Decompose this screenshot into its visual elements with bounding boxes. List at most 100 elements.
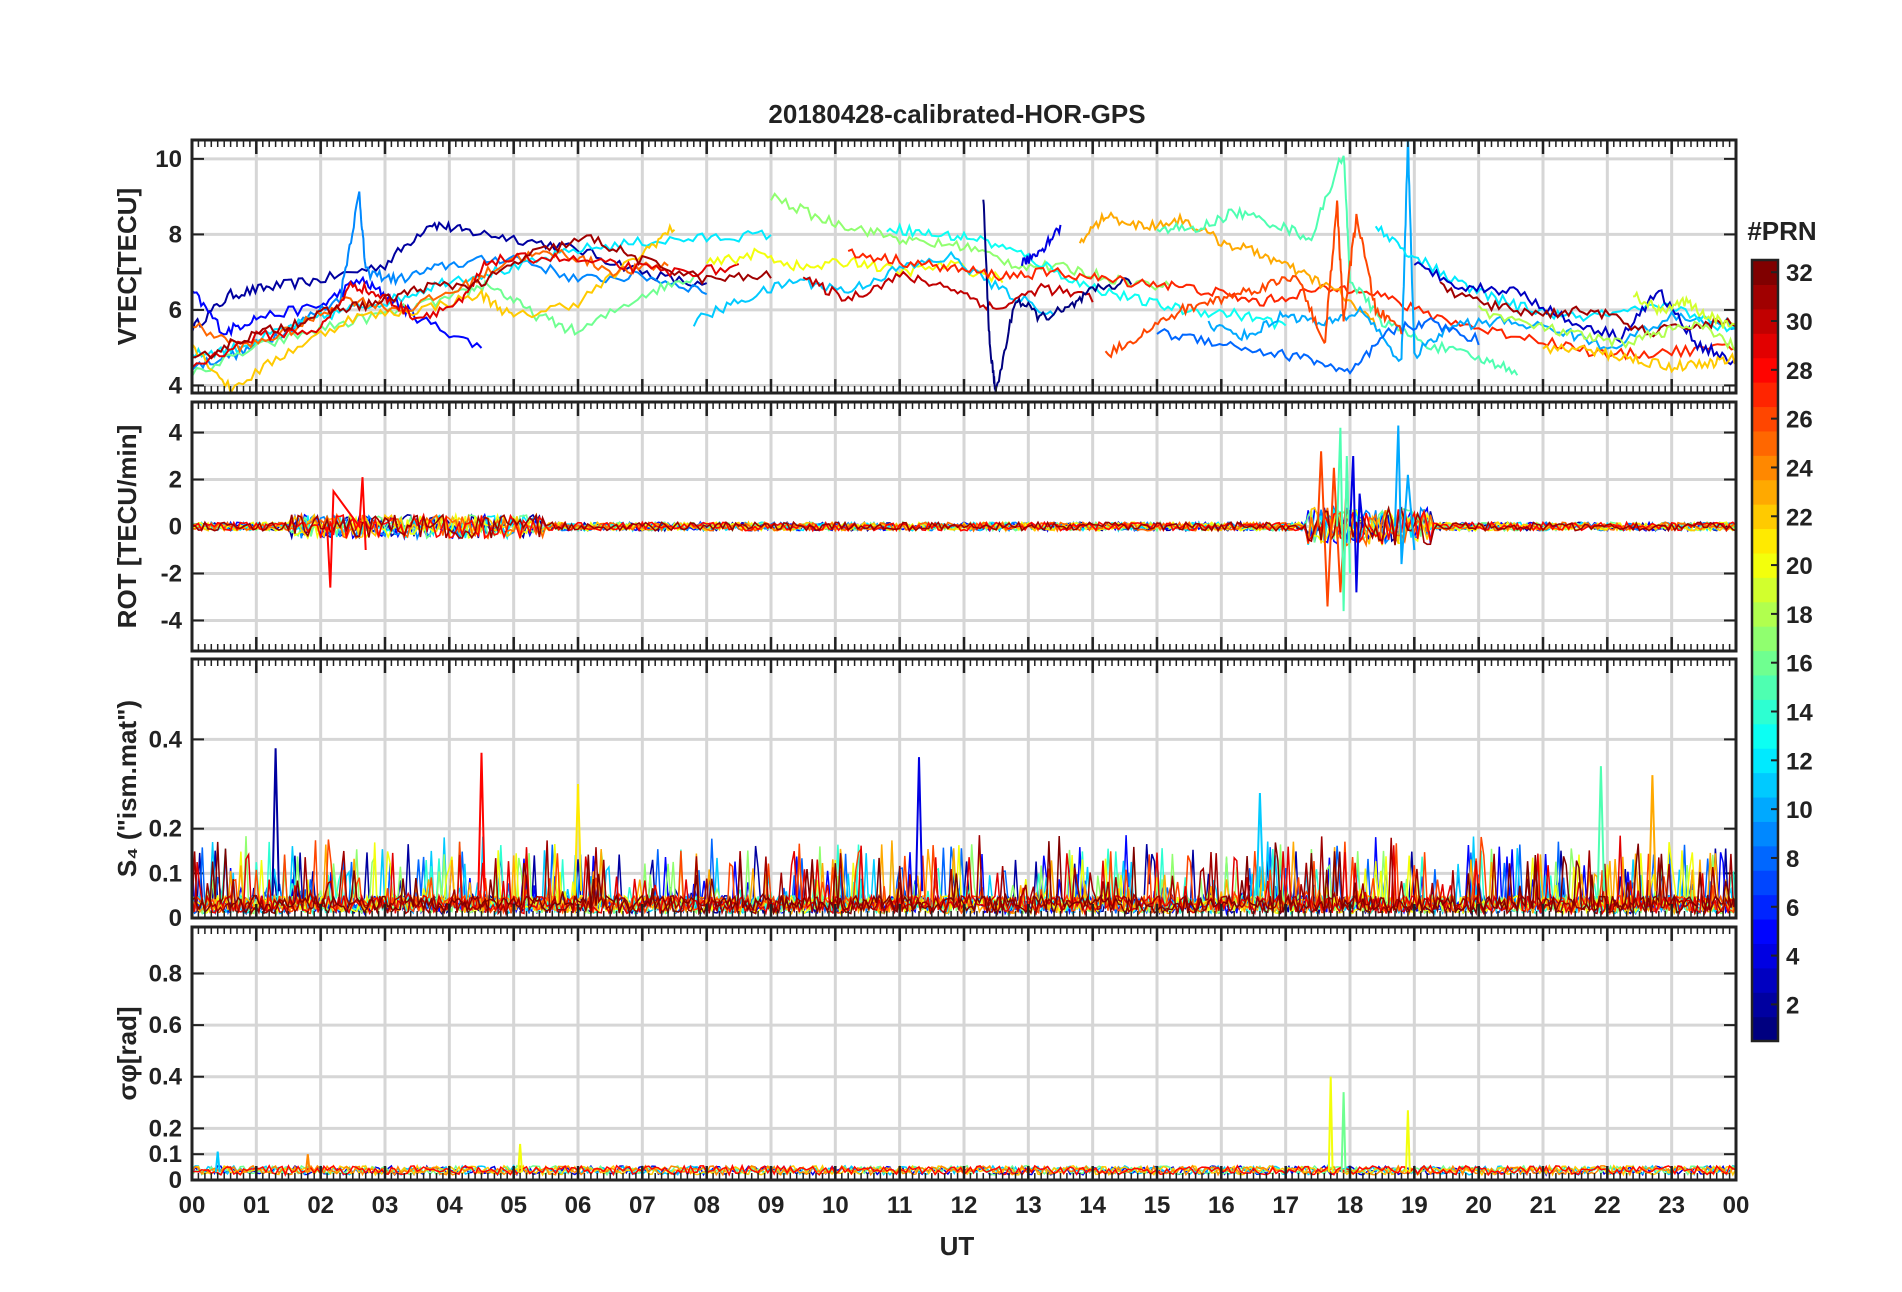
colorbar-segment — [1752, 870, 1778, 896]
series-line-prn-26 — [1104, 200, 1403, 359]
series-line-prn-29 — [192, 252, 740, 369]
series-line-prn-10 — [1207, 140, 1736, 363]
colorbar-segment — [1752, 967, 1778, 993]
y-tick-label: 0.4 — [149, 726, 183, 753]
x-tick-label: 04 — [436, 1192, 463, 1219]
series-line-prn-22 — [1542, 343, 1736, 374]
series-spike-prn-21 — [573, 783, 583, 896]
y-tick-label: 0.4 — [149, 1064, 183, 1091]
colorbar-tick-label: 2 — [1786, 992, 1799, 1019]
panel-s4: 0 0.1 0.2 0.4 S₄ ("ism.mat") — [112, 657, 1738, 932]
y-tick-label: 10 — [155, 146, 182, 173]
colorbar-segment — [1752, 723, 1778, 749]
colorbar-tick-label: 22 — [1786, 504, 1813, 531]
x-tick-label: 20 — [1465, 1192, 1492, 1219]
x-tick-label: 21 — [1530, 1192, 1557, 1219]
x-tick-label: 11 — [887, 1192, 912, 1219]
series-spike-prn-23 — [1648, 775, 1657, 896]
series-line-prn-15 — [1156, 155, 1519, 376]
colorbar-segment — [1752, 577, 1778, 603]
series-line-prn-19 — [1632, 290, 1736, 329]
series-line-prn-25 — [192, 507, 1736, 548]
y-axis-label-rot: ROT [TECU/min] — [112, 425, 142, 629]
y-axis-label-vtec: VTEC[TECU] — [112, 188, 142, 345]
panel-rot: -4 -2 0 2 4 ROT [TECU/min] — [112, 400, 1738, 653]
series-spike-prn-2 — [271, 748, 280, 896]
colorbar-segment — [1752, 918, 1778, 944]
x-tick-label: 06 — [565, 1192, 592, 1219]
x-tick-label: 05 — [500, 1192, 527, 1219]
series-spike-prn-28 — [477, 752, 486, 896]
series-spike-prn-16 — [1340, 1092, 1347, 1173]
x-minor-ticks — [197, 927, 1731, 1180]
colorbar-segment — [1752, 382, 1778, 408]
y-axis-label-s4: S₄ ("ism.mat") — [112, 700, 142, 877]
x-tick-label: 22 — [1594, 1192, 1621, 1219]
colorbar-tick-label: 30 — [1786, 309, 1813, 336]
plot-area — [192, 425, 1736, 612]
y-tick-label: 0.2 — [149, 816, 182, 843]
x-tick-label: 02 — [307, 1192, 334, 1219]
series-spike-prn-20 — [517, 1143, 523, 1173]
x-tick-label: 19 — [1401, 1192, 1428, 1219]
series-spike-prn-24 — [304, 1154, 311, 1173]
series-spike-prn-20 — [1405, 1110, 1411, 1173]
panel-sigma_phi: 00.10.2 0.4 0.6 0.8 σφ[rad] — [112, 925, 1738, 1194]
colorbar-segment — [1752, 284, 1778, 310]
colorbar-tick-label: 32 — [1786, 260, 1813, 287]
y-tick-label: 2 — [169, 467, 182, 494]
colorbar-tick-label: 24 — [1786, 455, 1813, 482]
y-axis-label-sigma_phi: σφ[rad] — [112, 1006, 142, 1100]
chart-title: 20180428-calibrated-HOR-GPS — [768, 99, 1145, 129]
series-line-prn-4 — [1020, 224, 1062, 266]
series-spike-prn-26 — [1316, 451, 1348, 607]
x-tick-label: 00 — [1723, 1192, 1750, 1219]
x-tick-label: 09 — [758, 1192, 785, 1219]
colorbar-segment — [1752, 821, 1778, 847]
colorbar-tick-label: 18 — [1786, 602, 1813, 629]
series-line-prn-13 — [886, 222, 1287, 331]
series-line-prn-16 — [192, 276, 695, 377]
series-spike-prn-10 — [1394, 425, 1416, 565]
x-minor-ticks — [197, 659, 1731, 918]
series-line-prn-17 — [770, 192, 1171, 291]
colorbar-segment — [1752, 430, 1778, 456]
y-tick-label: 0.2 — [149, 1115, 182, 1142]
x-tick-label: 01 — [243, 1192, 270, 1219]
colorbar-tick-label: 4 — [1786, 944, 1800, 971]
series-spike-prn-4 — [1349, 455, 1364, 593]
series-line-prn-8 — [1156, 316, 1480, 375]
series-line-prn-11 — [692, 250, 1055, 327]
x-tick-label: 13 — [1015, 1192, 1042, 1219]
colorbar-tick-label: 12 — [1786, 748, 1813, 775]
series-line-prn-3 — [1413, 261, 1736, 366]
series-spike-prn-11 — [1255, 792, 1265, 896]
x-tick-label: 17 — [1272, 1192, 1299, 1219]
series-spike-prn-11 — [214, 1151, 221, 1173]
colorbar-segment — [1752, 626, 1778, 652]
x-tick-label: 12 — [951, 1192, 978, 1219]
series-line-prn-31 — [192, 234, 772, 360]
colorbar-tick-label: 28 — [1786, 358, 1813, 385]
colorbar-tick-label: 14 — [1786, 700, 1813, 727]
series-line-prn-23 — [1078, 211, 1377, 328]
y-tick-label: 0 — [169, 514, 182, 541]
panel-vtec: 4 6 8 10 VTEC[TECU] — [112, 138, 1738, 399]
colorbar-tick-label: 6 — [1786, 895, 1799, 922]
colorbar-segment — [1752, 1016, 1778, 1042]
series-spike-prn-4 — [914, 757, 924, 896]
colorbar-tick-label: 26 — [1786, 407, 1813, 434]
series-line-prn-18 — [1477, 305, 1736, 352]
y-tick-label: 0.1 — [149, 1141, 182, 1168]
y-tick-label: 0 — [169, 905, 182, 932]
series-spike-prn-20 — [1327, 1076, 1334, 1173]
x-axis-tick-labels: 00 01 02 03 04 05 06 07 08 09 10 11 12 13 14 15 16 17 18 19… — [179, 1192, 1750, 1219]
x-axis-label: UT — [940, 1231, 975, 1261]
y-tick-label: -4 — [161, 607, 183, 634]
series-spike-prn-15 — [1596, 766, 1606, 896]
x-tick-label: 03 — [372, 1192, 399, 1219]
x-tick-label: 18 — [1337, 1192, 1364, 1219]
y-tick-label: 4 — [169, 420, 183, 447]
